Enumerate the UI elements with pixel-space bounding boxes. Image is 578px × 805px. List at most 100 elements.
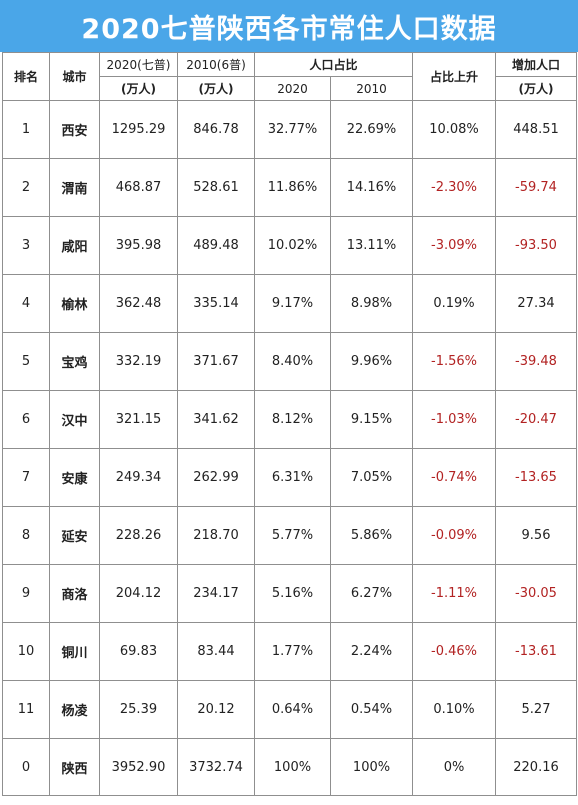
cell-rank: 0 [2,738,50,796]
table-row: 8 延安 228.26 218.70 5.77% 5.86% -0.09% 9.… [2,506,578,565]
cell-share-change: 0.10% [412,680,497,739]
cell-pop2020: 1295.29 [99,100,178,159]
cell-pop2010: 262.99 [177,448,255,507]
cell-pop2010: 218.70 [177,506,255,565]
cell-share2010: 5.86% [329,506,414,565]
cell-city: 安康 [49,448,100,507]
cell-share2010: 9.15% [329,390,414,449]
cell-pop2010: 489.48 [177,216,255,275]
table-row: 3 咸阳 395.98 489.48 10.02% 13.11% -3.09% … [2,216,578,275]
cell-share2020: 6.31% [254,448,331,507]
table-body: 1 西安 1295.29 846.78 32.77% 22.69% 10.08%… [2,100,578,796]
cell-share2010: 8.98% [329,274,414,333]
cell-pop2020: 362.48 [99,274,178,333]
cell-share2010: 6.27% [329,564,414,623]
cell-city: 延安 [49,506,100,565]
cell-city: 渭南 [49,158,100,217]
cell-share-change: -0.74% [412,448,497,507]
cell-pop2020: 25.39 [99,680,178,739]
cell-share-change: -1.11% [412,564,497,623]
cell-increase: 9.56 [495,506,578,565]
cell-increase: -13.65 [495,448,578,507]
cell-pop2010: 234.17 [177,564,255,623]
cell-rank: 9 [2,564,50,623]
cell-share2020: 9.17% [254,274,331,333]
table-row: 9 商洛 204.12 234.17 5.16% 6.27% -1.11% -3… [2,564,578,623]
table-row: 7 安康 249.34 262.99 6.31% 7.05% -0.74% -1… [2,448,578,507]
header-pop2010: 2010(6普) [177,52,255,77]
header-share-change: 占比上升 [412,52,497,101]
cell-city: 商洛 [49,564,100,623]
cell-share-change: -2.30% [412,158,497,217]
cell-share2020: 5.77% [254,506,331,565]
page-title: 2020七普陕西各市常住人口数据 [81,13,497,45]
cell-increase: -13.61 [495,622,578,681]
cell-pop2020: 204.12 [99,564,178,623]
cell-share-change: -0.46% [412,622,497,681]
cell-share2010: 9.96% [329,332,414,391]
cell-rank: 7 [2,448,50,507]
cell-city: 铜川 [49,622,100,681]
table-header: 排名 城市 2020(七普) 2010(6普) 人口占比 占比上升 增加人口 (… [2,52,578,101]
cell-city: 汉中 [49,390,100,449]
cell-rank: 4 [2,274,50,333]
header-city: 城市 [49,52,100,101]
table-row: 5 宝鸡 332.19 371.67 8.40% 9.96% -1.56% -3… [2,332,578,391]
cell-pop2020: 69.83 [99,622,178,681]
cell-share2020: 10.02% [254,216,331,275]
cell-share2020: 0.64% [254,680,331,739]
cell-city: 咸阳 [49,216,100,275]
title-bar: 2020七普陕西各市常住人口数据 [0,0,578,52]
cell-share-change: -1.56% [412,332,497,391]
cell-share-change: 0.19% [412,274,497,333]
cell-pop2020: 249.34 [99,448,178,507]
table-row: 4 榆林 362.48 335.14 9.17% 8.98% 0.19% 27.… [2,274,578,333]
cell-share-change: -3.09% [412,216,497,275]
header-share: 人口占比 [253,52,414,77]
cell-share2010: 100% [329,738,414,796]
cell-share2020: 5.16% [254,564,331,623]
header-increase: 增加人口 [495,52,578,77]
header-increase-unit: (万人) [495,76,578,101]
cell-pop2020: 332.19 [99,332,178,391]
cell-increase: -59.74 [495,158,578,217]
cell-rank: 6 [2,390,50,449]
header-pop2020-unit: (万人) [99,76,178,101]
cell-city: 宝鸡 [49,332,100,391]
population-table: 排名 城市 2020(七普) 2010(6普) 人口占比 占比上升 增加人口 (… [2,52,578,796]
cell-share-change: -0.09% [412,506,497,565]
cell-pop2020: 228.26 [99,506,178,565]
cell-pop2010: 3732.74 [177,738,255,796]
cell-share-change: -1.03% [412,390,497,449]
cell-share2010: 7.05% [329,448,414,507]
cell-rank: 5 [2,332,50,391]
cell-share2010: 22.69% [329,100,414,159]
cell-pop2020: 468.87 [99,158,178,217]
cell-pop2010: 83.44 [177,622,255,681]
cell-rank: 3 [2,216,50,275]
cell-pop2010: 528.61 [177,158,255,217]
header-pop2010-unit: (万人) [177,76,255,101]
table-row: 10 铜川 69.83 83.44 1.77% 2.24% -0.46% -13… [2,622,578,681]
cell-pop2020: 321.15 [99,390,178,449]
cell-rank: 1 [2,100,50,159]
cell-increase: 27.34 [495,274,578,333]
header-share-2020: 2020 [254,76,331,101]
cell-share-change: 10.08% [412,100,497,159]
cell-pop2010: 846.78 [177,100,255,159]
cell-city: 榆林 [49,274,100,333]
cell-rank: 10 [2,622,50,681]
cell-increase: 448.51 [495,100,578,159]
header-share-2010: 2010 [329,76,414,101]
cell-city: 西安 [49,100,100,159]
table-row: 11 杨凌 25.39 20.12 0.64% 0.54% 0.10% 5.27 [2,680,578,739]
table-row: 1 西安 1295.29 846.78 32.77% 22.69% 10.08%… [2,100,578,159]
cell-pop2010: 335.14 [177,274,255,333]
cell-rank: 11 [2,680,50,739]
cell-share2010: 2.24% [329,622,414,681]
cell-increase: 220.16 [495,738,578,796]
cell-city: 杨凌 [49,680,100,739]
table-row-total: 0 陕西 3952.90 3732.74 100% 100% 0% 220.16 [2,738,578,796]
table-row: 2 渭南 468.87 528.61 11.86% 14.16% -2.30% … [2,158,578,217]
cell-rank: 2 [2,158,50,217]
